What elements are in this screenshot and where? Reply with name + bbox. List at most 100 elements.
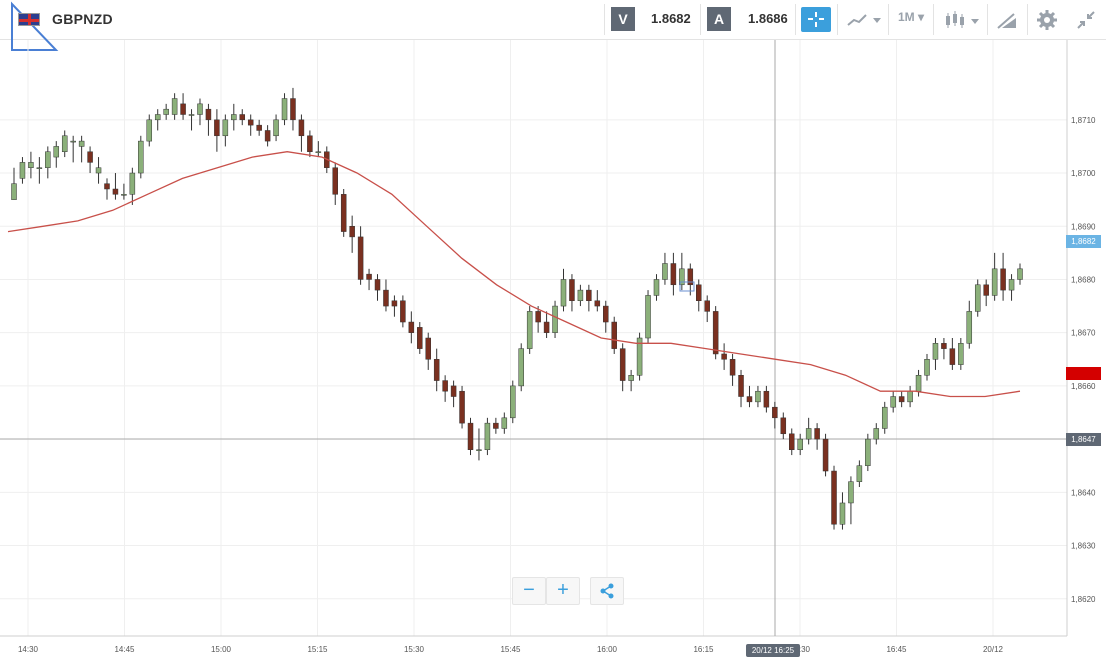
candle-body — [611, 321, 617, 349]
candle-body — [281, 98, 288, 121]
candle-body — [814, 428, 820, 440]
drawing-tools-icon[interactable] — [996, 10, 1018, 30]
price-tick-label: 1,8640 — [1071, 488, 1096, 497]
sell-label[interactable]: V — [611, 7, 635, 31]
candle-body — [594, 300, 601, 307]
sell-price[interactable]: 1.8682 — [651, 11, 691, 26]
candle-body — [636, 337, 643, 376]
candle-body — [746, 396, 753, 403]
candle-body — [459, 390, 465, 424]
divider — [837, 4, 838, 35]
candle-body — [687, 268, 694, 286]
moving-average-line — [7, 151, 1021, 398]
candle-body — [1000, 268, 1006, 291]
candle-body — [19, 162, 26, 179]
price-tick-label: 1,8620 — [1071, 595, 1096, 604]
gb-flag-icon — [18, 13, 40, 26]
candle-body — [628, 375, 634, 381]
settings-gear-icon[interactable] — [1036, 9, 1058, 31]
price-chart[interactable]: 1,8710 1,8700 1,8690 1,8680 1,8670 1,8660 1,86… — [0, 40, 1106, 656]
candle-body — [53, 146, 60, 158]
minimize-icon[interactable] — [1076, 10, 1096, 30]
candle-body — [11, 183, 17, 200]
price-tick-label: 1,8660 — [1071, 382, 1096, 391]
time-tick-label: 15:30 — [404, 645, 425, 654]
candle-body — [222, 119, 229, 137]
share-button[interactable] — [590, 577, 624, 605]
divider — [888, 4, 889, 35]
price-tick-label: 1,8700 — [1071, 169, 1096, 178]
candle-body — [873, 428, 880, 440]
candle-body — [290, 98, 296, 121]
candle-body — [433, 359, 440, 381]
candle-body — [831, 470, 837, 525]
time-tick-label: 16:00 — [597, 645, 618, 654]
time-tick-label: 15:00 — [211, 645, 232, 654]
candle-body — [45, 151, 51, 168]
indicators-icon[interactable] — [846, 12, 882, 28]
candle-body — [391, 300, 398, 307]
time-tick-label: 16:15 — [693, 645, 714, 654]
candle-body — [755, 390, 761, 403]
instrument-symbol[interactable]: GBPNZD — [52, 11, 113, 27]
candle-body — [188, 114, 195, 116]
timeframe-button[interactable]: 1M ▾ — [898, 10, 925, 24]
buy-price[interactable]: 1.8686 — [748, 11, 788, 26]
candle-body — [400, 300, 406, 323]
divider — [795, 4, 796, 35]
candle-body — [87, 151, 93, 163]
price-tick-label: 1,8710 — [1071, 116, 1096, 125]
time-tick-label: 15:45 — [500, 645, 521, 654]
divider — [700, 4, 701, 35]
candle-body — [298, 119, 305, 137]
time-axis: 14:30 14:45 15:00 15:15 15:30 15:45 16:00 16:15… — [18, 645, 1004, 654]
candle-body — [738, 375, 744, 397]
buy-label[interactable]: A — [707, 7, 731, 31]
candlestick-type-icon[interactable] — [944, 10, 980, 30]
candle-body — [772, 406, 778, 419]
time-tick-label: 14:30 — [18, 645, 39, 654]
candle-body — [163, 108, 169, 115]
candle-body — [1008, 279, 1015, 291]
candle-body — [577, 289, 584, 302]
candle-body — [983, 284, 989, 296]
candle-body — [484, 422, 491, 450]
timeframe-label: 1M — [898, 10, 915, 24]
candles — [11, 87, 1023, 530]
candle-body — [552, 305, 558, 333]
crosshair-price-label: 1,8647 — [1066, 433, 1101, 446]
candle-body — [797, 438, 803, 451]
candle-body — [374, 279, 381, 291]
zoom-in-button[interactable]: + — [546, 577, 580, 605]
candle-body — [1017, 268, 1023, 280]
candle-body — [95, 167, 102, 174]
candle-body — [898, 396, 905, 403]
candle-body — [586, 289, 592, 302]
corner-triangle-icon — [11, 1, 59, 51]
divider — [604, 4, 605, 35]
candle-body — [526, 311, 533, 349]
candle-body — [340, 194, 347, 232]
candle-body — [966, 311, 973, 344]
candle-body — [146, 119, 153, 142]
candle-body — [958, 343, 964, 365]
time-tick-label: 14:45 — [114, 645, 135, 654]
candle-body — [543, 321, 550, 333]
candle-body — [721, 353, 727, 360]
candle-body — [670, 263, 677, 286]
candle-body — [154, 114, 161, 121]
candle-body — [924, 359, 930, 376]
candle-body — [704, 300, 710, 312]
candle-body — [865, 438, 871, 466]
candle-body — [619, 348, 626, 381]
candle-body — [991, 268, 998, 296]
candle-body — [881, 406, 888, 429]
candle-body — [518, 348, 524, 387]
zoom-out-button[interactable]: − — [512, 577, 546, 605]
crosshair-button[interactable] — [801, 7, 831, 32]
candle-body — [493, 422, 499, 429]
candle-body — [839, 502, 846, 525]
candle-body — [104, 183, 110, 190]
moving-average-price-label: 1,8658 — [1066, 367, 1101, 380]
candle-body — [890, 396, 896, 408]
